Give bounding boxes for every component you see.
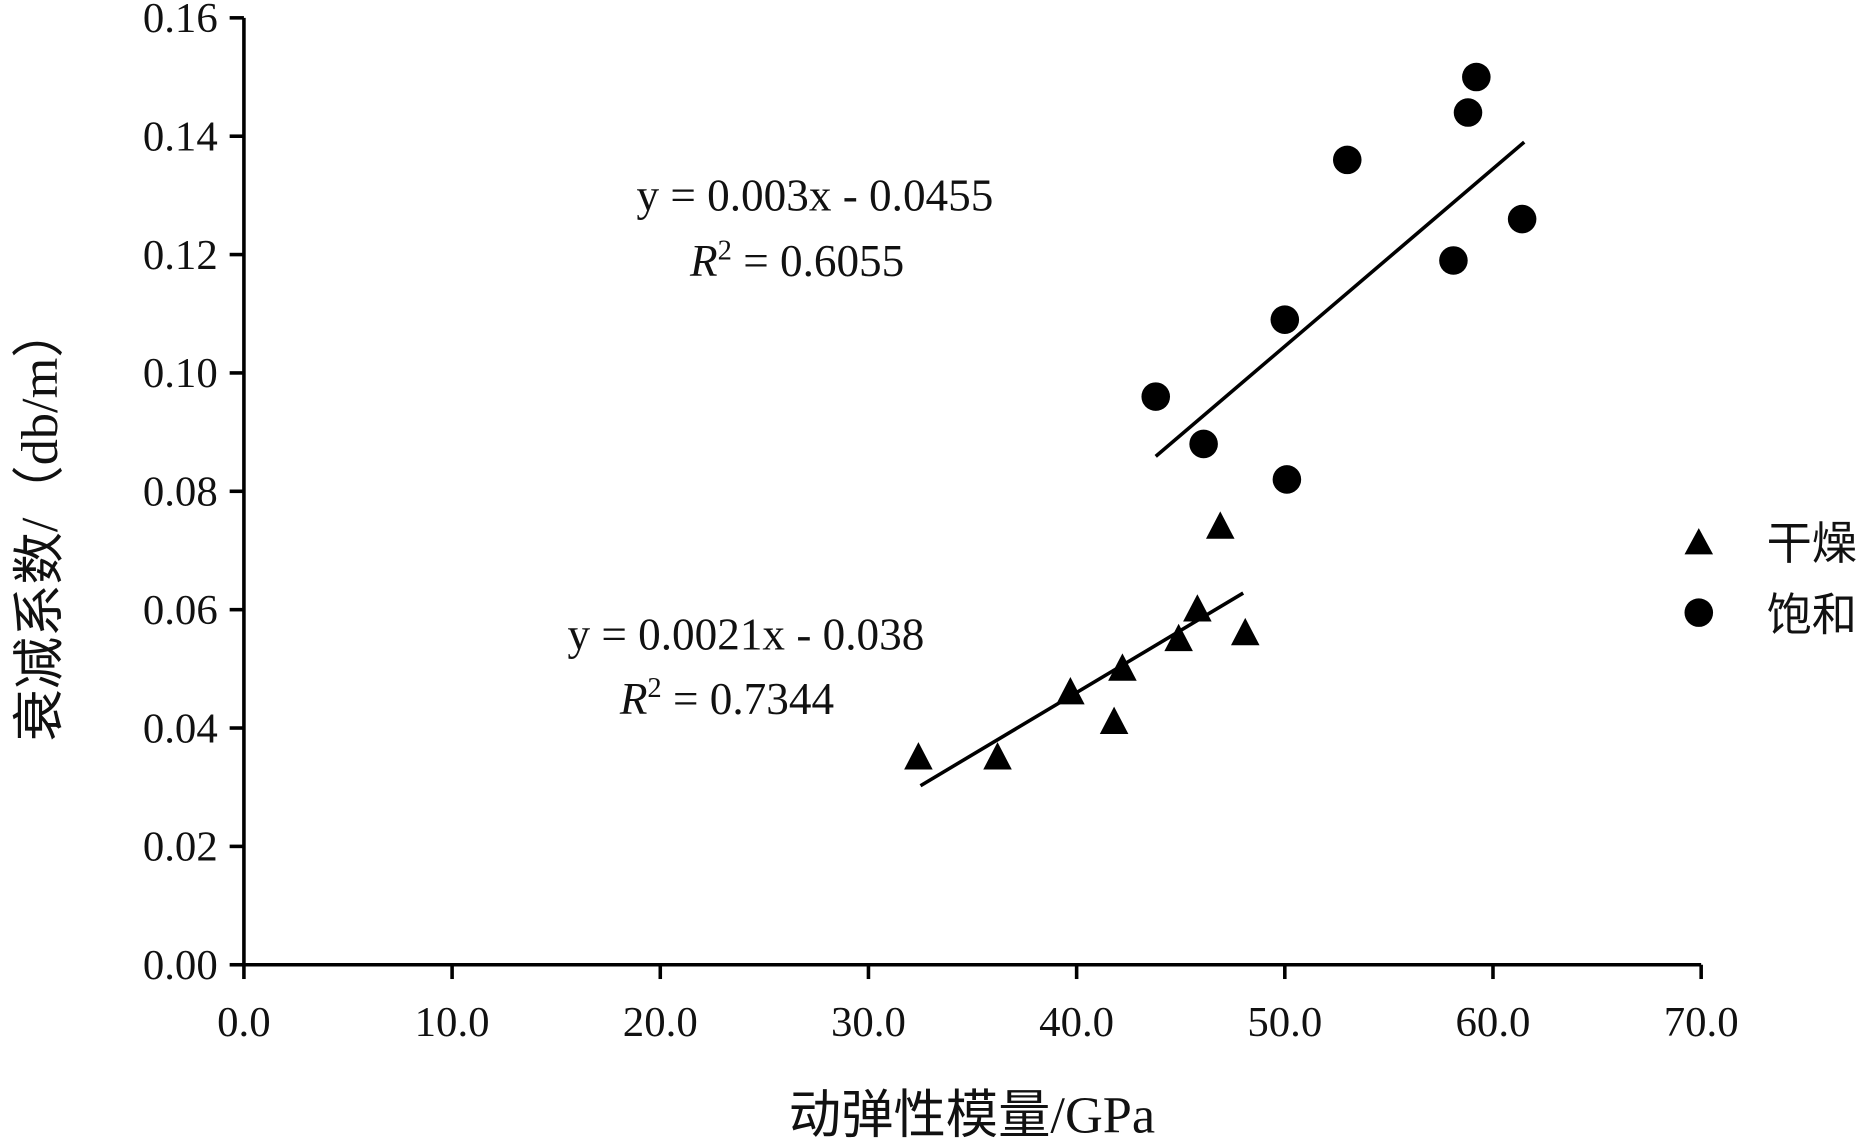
y-tick-label: 0.12 — [143, 232, 218, 279]
point-dry — [1099, 706, 1129, 735]
x-tick-label: 0.0 — [217, 999, 271, 1046]
x-tick-label: 50.0 — [1247, 999, 1322, 1046]
point-saturated — [1270, 305, 1300, 334]
axes: 0.0 10.0 20.0 30.0 40.0 50.0 60.0 70.0 0.00 0.02 0… — [143, 0, 1739, 1046]
y-tick-label: 0.08 — [143, 469, 218, 516]
x-tick-label: 30.0 — [831, 999, 906, 1046]
point-saturated — [1507, 204, 1537, 234]
trendline-dry — [919, 591, 1245, 788]
legend-circle-marker — [1684, 598, 1714, 627]
y-tick-label: 0.00 — [143, 942, 218, 989]
r2-symbol: R — [619, 674, 648, 724]
y-tick-label: 0.04 — [143, 705, 218, 752]
point-dry — [1108, 653, 1137, 681]
r2-superscript: 2 — [718, 235, 732, 266]
legend-label-saturated: 饱和 — [1767, 590, 1857, 640]
point-dry — [1230, 617, 1260, 646]
point-saturated — [1272, 465, 1302, 494]
point-dry — [1205, 511, 1235, 539]
y-tick-label: 0.02 — [143, 824, 218, 871]
fit-equation-dry: y = 0.0021x - 0.038 — [567, 610, 924, 660]
r2-value-dry: = 0.7344 — [662, 674, 834, 724]
y-axis-label: 衰减系数/（db/m） — [11, 305, 69, 741]
data-marks — [904, 62, 1537, 788]
point-dry — [983, 742, 1012, 770]
point-saturated — [1332, 145, 1362, 175]
trendline-saturated — [1154, 140, 1526, 458]
point-saturated — [1462, 62, 1491, 92]
r2-superscript: 2 — [647, 673, 661, 704]
x-tick-label: 20.0 — [623, 999, 698, 1046]
legend-triangle-marker — [1684, 528, 1714, 555]
y-tick-label: 0.14 — [143, 113, 218, 160]
point-saturated — [1189, 429, 1218, 459]
equation-saturated: y = 0.003x - 0.0455 R2 = 0.6055 — [636, 171, 993, 286]
point-saturated — [1453, 98, 1483, 127]
fit-equation-saturated: y = 0.003x - 0.0455 — [636, 171, 993, 221]
x-tick-label: 10.0 — [415, 999, 490, 1046]
legend-label-dry: 干燥 — [1767, 519, 1857, 569]
r2-value-saturated: = 0.6055 — [732, 236, 904, 286]
equation-dry: y = 0.0021x - 0.038 R2 = 0.7344 — [567, 610, 924, 724]
r2-saturated: R2 = 0.6055 — [689, 235, 904, 286]
point-saturated — [1141, 382, 1171, 411]
point-dry — [1183, 594, 1212, 622]
x-tick-label: 70.0 — [1664, 999, 1739, 1046]
legend: 干燥 饱和 — [1684, 519, 1857, 640]
y-tick-label: 0.16 — [143, 0, 218, 42]
x-tick-label: 40.0 — [1039, 999, 1114, 1046]
point-dry — [1056, 677, 1085, 705]
point-dry — [904, 742, 933, 770]
y-tick-label: 0.06 — [143, 587, 218, 634]
x-axis-label: 动弹性模量/GPa — [789, 1086, 1155, 1142]
x-tick-label: 60.0 — [1456, 999, 1531, 1046]
point-dry — [1164, 623, 1193, 652]
point-saturated — [1439, 246, 1468, 275]
r2-dry: R2 = 0.7344 — [619, 673, 834, 724]
r2-symbol: R — [689, 236, 718, 286]
y-tick-label: 0.10 — [143, 350, 218, 397]
